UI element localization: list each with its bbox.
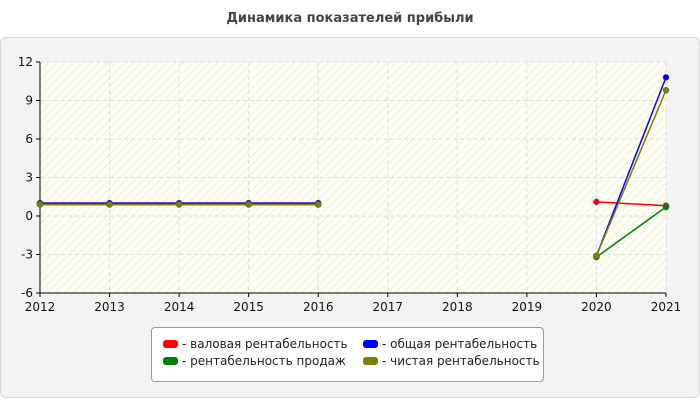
- chart-title: Динамика показателей прибыли: [226, 11, 474, 26]
- legend-label-sales-margin: - рентабельность продаж: [182, 354, 346, 368]
- x-tick-label: 2015: [233, 300, 264, 314]
- series-line-3: [595, 89, 667, 257]
- y-tick-label: -3: [21, 248, 33, 262]
- legend-label-total-margin: - общая рентабельность: [382, 337, 538, 351]
- legend-swatch-net-margin: [363, 357, 378, 365]
- data-point-series-1: [662, 74, 670, 81]
- series-line-1: [595, 77, 667, 257]
- x-tick-label: 2018: [442, 300, 473, 314]
- data-point-series-0: [593, 198, 600, 206]
- y-tick-label: -6: [21, 286, 33, 300]
- legend-item-total-margin: - общая рентабельность: [363, 337, 537, 351]
- series-line-2: [596, 206, 667, 258]
- legend-item-gross-margin: - валовая рентабельность: [163, 337, 348, 351]
- y-tick-label: 3: [25, 171, 33, 185]
- legend-swatch-total-margin: [363, 340, 378, 348]
- chart-legend: - валовая рентабельность - общая рентабе…: [151, 327, 544, 382]
- legend-label-gross-margin: - валовая рентабельность: [182, 337, 348, 351]
- legend-item-net-margin: - чистая рентабельность: [363, 354, 540, 368]
- x-tick-label: 2013: [94, 300, 125, 314]
- x-tick-label: 2014: [164, 300, 195, 314]
- y-tick-label: 12: [18, 55, 33, 69]
- x-tick-label: 2017: [373, 300, 404, 314]
- data-point-series-3: [314, 201, 322, 208]
- series-line-0: [596, 201, 667, 207]
- data-point-series-3: [245, 201, 252, 208]
- data-point-series-3: [106, 201, 113, 208]
- x-tick-label: 2012: [25, 300, 56, 314]
- data-point-series-3: [662, 86, 670, 94]
- legend-swatch-gross-margin: [163, 340, 178, 348]
- legend-item-sales-margin: - рентабельность продаж: [163, 354, 346, 368]
- x-tick-label: 2020: [581, 300, 612, 314]
- y-tick-label: 6: [25, 132, 33, 146]
- x-tick-label: 2016: [303, 300, 334, 314]
- legend-label-net-margin: - чистая рентабельность: [382, 354, 540, 368]
- data-point-series-3: [175, 201, 183, 208]
- legend-swatch-sales-margin: [163, 357, 178, 365]
- data-point-series-3: [36, 201, 44, 208]
- y-tick-label: 0: [25, 209, 33, 223]
- data-point-series-3: [593, 252, 600, 260]
- data-point-series-2: [662, 203, 670, 211]
- x-tick-label: 2019: [512, 300, 543, 314]
- x-tick-label: 2021: [651, 300, 682, 314]
- y-tick-label: 9: [25, 94, 33, 108]
